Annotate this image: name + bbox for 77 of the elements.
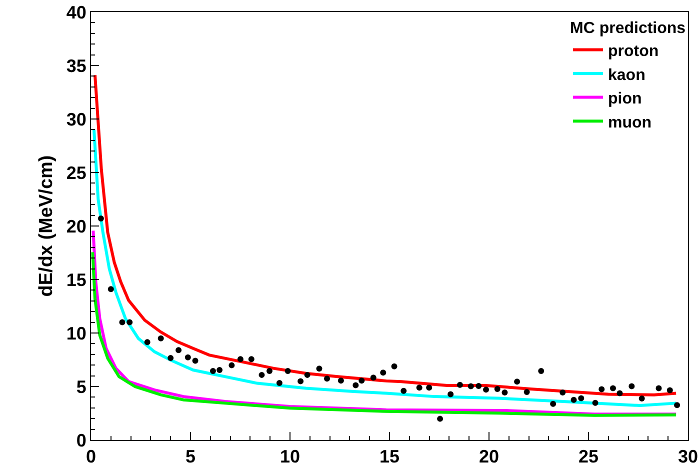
point [316,366,322,372]
point [216,367,223,374]
point [210,368,216,374]
point [119,319,126,326]
point [468,383,474,390]
point [550,400,556,407]
point [628,383,635,390]
point [483,386,490,393]
y-tick-label: 15 [66,270,86,290]
point [352,382,359,388]
point [426,384,432,391]
x-tick-label: 30 [678,446,698,464]
y-axis-title: dE/dx (MeV/cm) [36,155,58,297]
point [168,355,174,362]
y-tick-label: 35 [66,56,86,76]
point [237,356,244,362]
point [126,319,133,326]
x-tick-label: 15 [379,446,400,464]
y-tick-label: 30 [66,109,86,130]
point [192,358,198,364]
point [514,378,520,385]
point [476,382,482,389]
point [502,389,508,396]
point [370,374,376,381]
point [610,385,616,392]
point [108,286,114,292]
x-tick-label: 10 [280,446,300,464]
point [570,396,577,403]
y-tick-label: 5 [76,376,86,397]
x-tick-label: 5 [185,446,196,464]
point [228,362,235,368]
point [616,390,623,396]
x-tick-label: 20 [478,446,500,464]
point [598,386,605,392]
point [324,376,330,382]
point [391,363,398,370]
point [638,395,645,402]
point [304,372,310,378]
point [358,378,365,384]
point [144,339,150,346]
point [578,395,584,402]
legend-label: kaon [608,66,646,84]
point [338,378,344,384]
point [416,384,422,391]
point [158,335,164,342]
point [284,368,291,374]
y-tick-label: 40 [66,2,86,22]
y-tick-label: 25 [66,162,86,183]
y-tick-label: 10 [66,323,86,344]
point [184,354,191,360]
legend-label: muon [608,114,652,132]
legend-title: MC predictions [570,20,686,37]
point [98,216,104,222]
point [524,388,530,395]
point [266,368,272,374]
point [298,378,304,384]
legend-label: proton [608,42,659,60]
point [258,372,265,378]
point [456,382,463,388]
point [592,400,598,406]
point [248,356,254,362]
point [656,385,662,392]
point [276,380,282,386]
point [538,368,544,374]
point [400,388,407,394]
legend-label: pion [608,90,642,108]
point [666,387,673,394]
point [494,386,500,392]
point [448,391,454,398]
x-tick-label: 25 [578,446,599,464]
point [560,389,566,396]
y-tick-label: 0 [76,430,86,450]
point [674,402,680,408]
point [380,370,386,376]
point [437,416,444,422]
y-tick-label: 20 [66,216,86,236]
point [176,347,182,354]
